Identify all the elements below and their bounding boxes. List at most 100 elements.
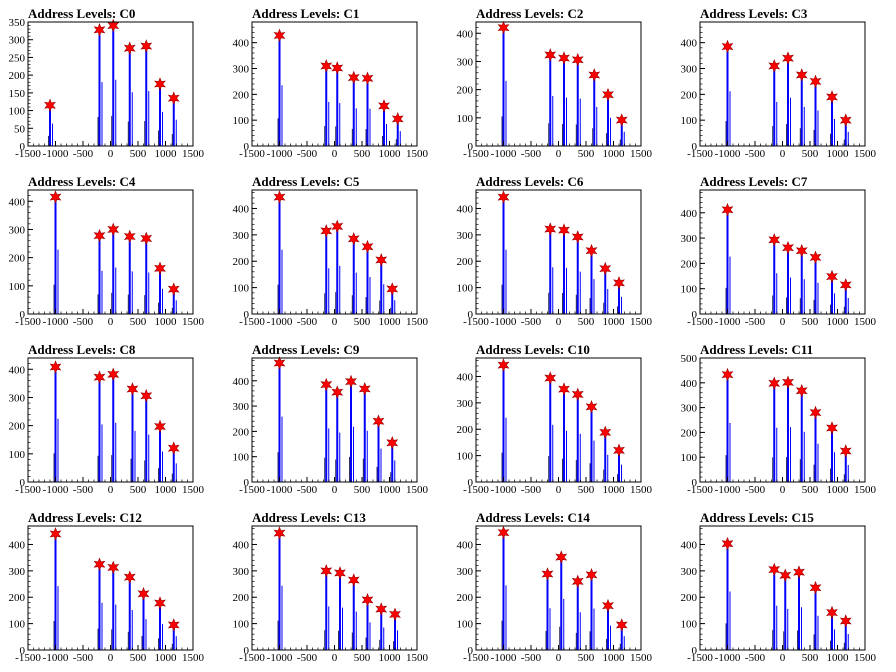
x-tick-label: -1500 [687, 316, 713, 328]
y-tick-label: 0 [468, 477, 474, 489]
y-tick-label: 100 [681, 284, 698, 296]
chart-title: Address Levels: C3 [700, 6, 808, 21]
peak-star-marker [361, 239, 374, 254]
x-tick-label: 0 [780, 652, 786, 664]
x-tick-label: 500 [354, 316, 371, 328]
y-tick-label: 200 [681, 89, 698, 101]
y-tick-label: 300 [9, 224, 26, 236]
y-tick-label: 500 [681, 353, 698, 365]
x-tick-label: 500 [578, 316, 595, 328]
x-tick-label: 0 [332, 484, 338, 496]
x-tick-label: -1000 [43, 652, 69, 664]
peak-star-marker [123, 229, 136, 244]
x-tick-label: -1500 [463, 316, 489, 328]
x-tick-label: 1000 [603, 148, 626, 160]
y-tick-label: 0 [244, 645, 250, 657]
y-tick-label: 300 [233, 401, 250, 413]
x-tick-label: -1000 [43, 148, 69, 160]
plot-frame [475, 357, 642, 483]
peak-star-marker [320, 59, 333, 73]
y-tick-label: 200 [457, 424, 474, 436]
chart-title: Address Levels: C7 [700, 174, 808, 189]
peak-star-marker [137, 586, 150, 601]
chart-panel-11: Address Levels: C11 0 100 200 300 400 500 -1500… [681, 342, 877, 496]
y-tick-label: 200 [457, 85, 474, 97]
chart-panel-10: Address Levels: C10 0 100 200 300 400 -1500 -10… [457, 342, 653, 496]
y-tick-label: 100 [681, 452, 698, 464]
y-tick-label: 300 [457, 566, 474, 578]
y-tick-label: 400 [681, 378, 698, 390]
y-tick-label: 250 [9, 52, 26, 64]
peak-star-marker [273, 526, 286, 540]
peak-star-marker [140, 388, 153, 403]
x-tick-label: 1500 [406, 316, 429, 328]
peak-star-marker [613, 276, 625, 290]
x-tick-label: 0 [108, 316, 114, 328]
x-tick-label: 500 [130, 148, 147, 160]
x-tick-label: -500 [73, 484, 94, 496]
x-tick-label: -1000 [267, 316, 293, 328]
y-tick-label: 0 [20, 309, 26, 321]
y-tick-label: 100 [9, 281, 26, 293]
peak-star-marker [558, 51, 570, 65]
x-tick-label: 1500 [854, 652, 877, 664]
x-tick-label: -1000 [491, 316, 517, 328]
x-tick-label: 0 [108, 484, 114, 496]
peak-star-marker [795, 243, 808, 258]
y-tick-label: 300 [9, 566, 26, 578]
x-tick-label: 1000 [155, 652, 178, 664]
x-tick-label: 1500 [854, 316, 877, 328]
y-tick-label: 400 [681, 539, 698, 551]
x-tick-label: 1000 [827, 316, 850, 328]
x-tick-label: -500 [297, 652, 318, 664]
x-tick-label: -1000 [267, 148, 293, 160]
x-tick-label: 1500 [854, 484, 877, 496]
x-tick-label: 500 [802, 484, 819, 496]
x-tick-label: 1500 [630, 652, 653, 664]
x-tick-label: -500 [745, 316, 766, 328]
peak-star-marker [93, 228, 106, 243]
x-tick-label: -1500 [239, 652, 265, 664]
x-tick-label: 500 [130, 652, 147, 664]
peak-star-marker [826, 421, 838, 435]
peak-star-marker [721, 536, 734, 551]
x-tick-label: -1000 [715, 652, 741, 664]
x-tick-label: 1500 [854, 148, 877, 160]
x-tick-label: -500 [297, 316, 318, 328]
peak-star-marker [809, 250, 822, 265]
x-tick-label: 0 [780, 316, 786, 328]
y-tick-label: 400 [233, 376, 250, 388]
y-tick-label: 200 [233, 89, 250, 101]
x-tick-label: 1500 [630, 484, 653, 496]
peak-star-marker [372, 414, 385, 429]
y-tick-label: 0 [20, 645, 26, 657]
peak-star-marker [809, 74, 822, 89]
peak-star-marker [615, 113, 628, 127]
x-tick-label: 1500 [406, 652, 429, 664]
x-tick-label: 0 [332, 316, 338, 328]
peak-star-marker [331, 219, 344, 234]
x-tick-label: 0 [556, 148, 562, 160]
y-tick-label: 100 [457, 283, 474, 295]
y-tick-label: 300 [457, 398, 474, 410]
x-tick-label: -500 [521, 148, 542, 160]
y-tick-label: 0 [692, 309, 698, 321]
peak-star-marker [345, 374, 357, 389]
peak-star-marker [839, 113, 852, 127]
x-tick-label: 0 [780, 148, 786, 160]
peak-star-marker [167, 91, 180, 105]
peak-star-marker [273, 356, 286, 370]
peak-star-marker [107, 367, 120, 382]
y-tick-label: 400 [681, 208, 698, 220]
chart-title: Address Levels: C6 [476, 174, 584, 189]
y-tick-label: 200 [681, 427, 698, 439]
y-tick-label: 400 [233, 203, 250, 215]
y-tick-label: 300 [457, 56, 474, 68]
chart-title: Address Levels: C14 [476, 510, 590, 525]
peak-star-marker [768, 233, 781, 247]
x-tick-label: 1000 [155, 484, 178, 496]
chart-title: Address Levels: C0 [28, 6, 135, 21]
peak-star-marker [320, 224, 333, 238]
peak-star-marker [555, 550, 568, 564]
chart-panel-3: Address Levels: C3 0 100 200 300 400 -1500 -100… [681, 6, 877, 160]
